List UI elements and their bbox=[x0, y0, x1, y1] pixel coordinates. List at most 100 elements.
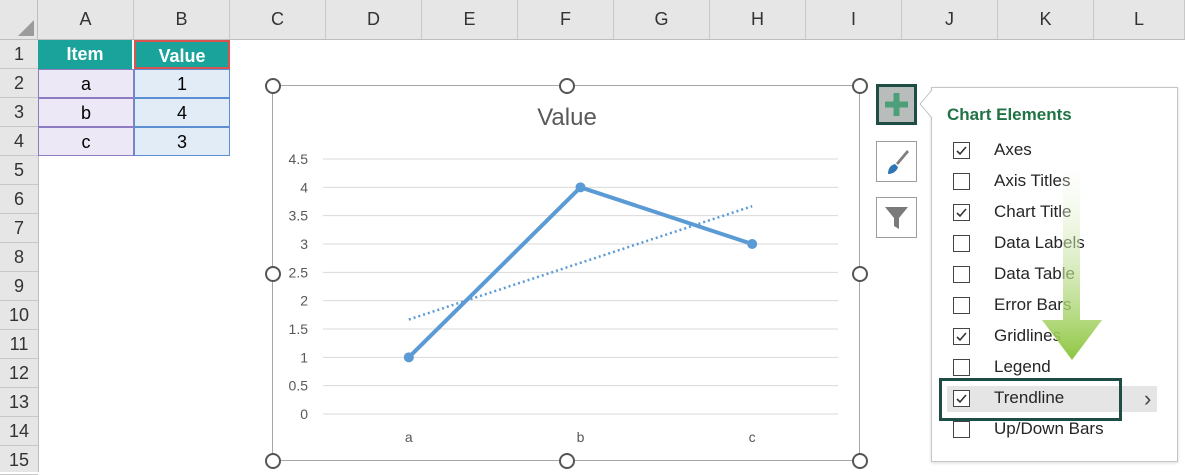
checkmark-icon bbox=[956, 332, 967, 342]
checkbox[interactable] bbox=[953, 235, 970, 252]
column-header-h[interactable]: H bbox=[710, 0, 806, 39]
row-header-8[interactable]: 8 bbox=[0, 243, 38, 272]
row-header-1[interactable]: 1 bbox=[0, 40, 38, 69]
data-point bbox=[747, 239, 758, 249]
y-tick-label: 0.5 bbox=[289, 378, 309, 394]
row-header-4[interactable]: 4 bbox=[0, 127, 38, 156]
resize-handle-bottom[interactable] bbox=[559, 453, 575, 469]
column-header-b[interactable]: B bbox=[134, 0, 230, 39]
checkbox[interactable] bbox=[953, 359, 970, 376]
cell-b3[interactable]: 4 bbox=[134, 98, 230, 127]
column-header-d[interactable]: D bbox=[326, 0, 422, 39]
resize-handle-bottom-right[interactable] bbox=[852, 453, 868, 469]
row-header-12[interactable]: 12 bbox=[0, 359, 38, 388]
resize-handle-top[interactable] bbox=[559, 78, 575, 94]
resize-handle-top-left[interactable] bbox=[265, 78, 281, 94]
checkmark-icon bbox=[956, 146, 967, 156]
chart-element-up-down-bars[interactable]: Up/Down Bars bbox=[947, 417, 1157, 443]
chart-element-data-table[interactable]: Data Table bbox=[947, 262, 1157, 288]
line-chart[interactable]: Value 0 0.5 1 1.5 2 2.5 3 3.5 4 4.5 a b c bbox=[272, 85, 860, 461]
cell-a4[interactable]: c bbox=[38, 127, 134, 156]
checkbox[interactable] bbox=[953, 421, 970, 438]
chart-elements-title: Chart Elements bbox=[947, 105, 1072, 124]
chart-element-label: Data Table bbox=[994, 264, 1075, 283]
chart-styles-button[interactable] bbox=[876, 141, 917, 182]
checkmark-icon bbox=[956, 394, 967, 404]
chart-plot: 0 0.5 1 1.5 2 2.5 3 3.5 4 4.5 a b c bbox=[289, 151, 838, 445]
column-header-e[interactable]: E bbox=[422, 0, 518, 39]
column-header-j[interactable]: J bbox=[902, 0, 998, 39]
chart-element-label: Axis Titles bbox=[994, 171, 1071, 190]
cell-a1-item-header[interactable]: Item bbox=[38, 40, 134, 69]
chart-element-axes[interactable]: Axes bbox=[947, 138, 1157, 164]
cell-b4[interactable]: 3 bbox=[134, 127, 230, 156]
y-tick-label: 4 bbox=[300, 179, 308, 195]
checkbox[interactable] bbox=[953, 328, 970, 345]
column-header-c[interactable]: C bbox=[230, 0, 326, 39]
row-header-11[interactable]: 11 bbox=[0, 330, 38, 359]
checkbox[interactable] bbox=[953, 204, 970, 221]
column-header-i[interactable]: I bbox=[806, 0, 902, 39]
checkbox[interactable] bbox=[953, 142, 970, 159]
chart-element-label: Data Labels bbox=[994, 233, 1085, 252]
checkbox[interactable] bbox=[953, 173, 970, 190]
checkbox[interactable] bbox=[953, 390, 970, 407]
checkbox[interactable] bbox=[953, 297, 970, 314]
cell-b1-value-header[interactable]: Value bbox=[134, 40, 230, 69]
x-tick-label: b bbox=[577, 429, 585, 445]
row-header-10[interactable]: 10 bbox=[0, 301, 38, 330]
chart-element-error-bars[interactable]: Error Bars bbox=[947, 293, 1157, 319]
row-header-5[interactable]: 5 bbox=[0, 156, 38, 185]
row-header-9[interactable]: 9 bbox=[0, 272, 38, 301]
y-tick-label: 2.5 bbox=[289, 264, 309, 280]
checkbox[interactable] bbox=[953, 266, 970, 283]
chart-elements-panel: Chart Elements Axes Axis Titles Chart Titl… bbox=[931, 87, 1178, 462]
down-arrow-icon bbox=[1042, 162, 1102, 360]
cell-a3[interactable]: b bbox=[38, 98, 134, 127]
chart-element-legend[interactable]: Legend bbox=[947, 355, 1157, 381]
submenu-arrow-icon[interactable]: › bbox=[1144, 386, 1152, 411]
column-header-l[interactable]: L bbox=[1094, 0, 1185, 39]
chart-element-label: Trendline bbox=[994, 388, 1065, 407]
cell-b2[interactable]: 1 bbox=[134, 69, 230, 98]
row-header-15[interactable]: 15 bbox=[0, 446, 38, 475]
resize-handle-top-right[interactable] bbox=[852, 78, 868, 94]
chart-elements-button[interactable] bbox=[876, 84, 917, 125]
resize-handle-left[interactable] bbox=[265, 266, 281, 282]
row-header-14[interactable]: 14 bbox=[0, 417, 38, 446]
y-tick-label: 1.5 bbox=[289, 321, 309, 337]
resize-handle-bottom-left[interactable] bbox=[265, 453, 281, 469]
chart-element-label: Error Bars bbox=[994, 295, 1072, 314]
chart-element-gridlines[interactable]: Gridlines bbox=[947, 324, 1157, 350]
chart-element-data-labels[interactable]: Data Labels bbox=[947, 231, 1157, 257]
chart-filters-button[interactable] bbox=[876, 197, 917, 238]
row-header-13[interactable]: 13 bbox=[0, 388, 38, 417]
x-tick-label: a bbox=[405, 429, 413, 445]
x-tick-label: c bbox=[749, 429, 756, 445]
chart-element-axis-titles[interactable]: Axis Titles bbox=[947, 169, 1157, 195]
y-tick-label: 2 bbox=[300, 293, 308, 309]
filter-icon bbox=[885, 207, 908, 229]
resize-handle-right[interactable] bbox=[852, 266, 868, 282]
trendline bbox=[408, 205, 753, 321]
chart-element-trendline[interactable]: Trendline bbox=[947, 386, 1157, 412]
chart-element-label: Up/Down Bars bbox=[994, 419, 1104, 438]
column-header-k[interactable]: K bbox=[998, 0, 1094, 39]
y-tick-label: 0 bbox=[300, 406, 308, 422]
row-header-7[interactable]: 7 bbox=[0, 214, 38, 243]
row-header-3[interactable]: 3 bbox=[0, 98, 38, 127]
chart-element-chart-title[interactable]: Chart Title bbox=[947, 200, 1157, 226]
y-tick-label: 1 bbox=[300, 349, 308, 365]
row-header-bar: 1 2 3 4 5 6 7 8 9 10 11 12 13 14 15 bbox=[0, 40, 39, 475]
chart-title[interactable]: Value bbox=[537, 104, 597, 131]
column-header-g[interactable]: G bbox=[614, 0, 710, 39]
chart-element-label: Axes bbox=[994, 140, 1032, 159]
column-header-bar: A B C D E F G H I J K L bbox=[0, 0, 1185, 40]
cell-a2[interactable]: a bbox=[38, 69, 134, 98]
column-header-f[interactable]: F bbox=[518, 0, 614, 39]
row-header-2[interactable]: 2 bbox=[0, 69, 38, 98]
column-header-a[interactable]: A bbox=[38, 0, 134, 39]
row-header-6[interactable]: 6 bbox=[0, 185, 38, 214]
select-all-corner[interactable] bbox=[0, 0, 38, 39]
chart-element-label: Gridlines bbox=[994, 326, 1062, 345]
